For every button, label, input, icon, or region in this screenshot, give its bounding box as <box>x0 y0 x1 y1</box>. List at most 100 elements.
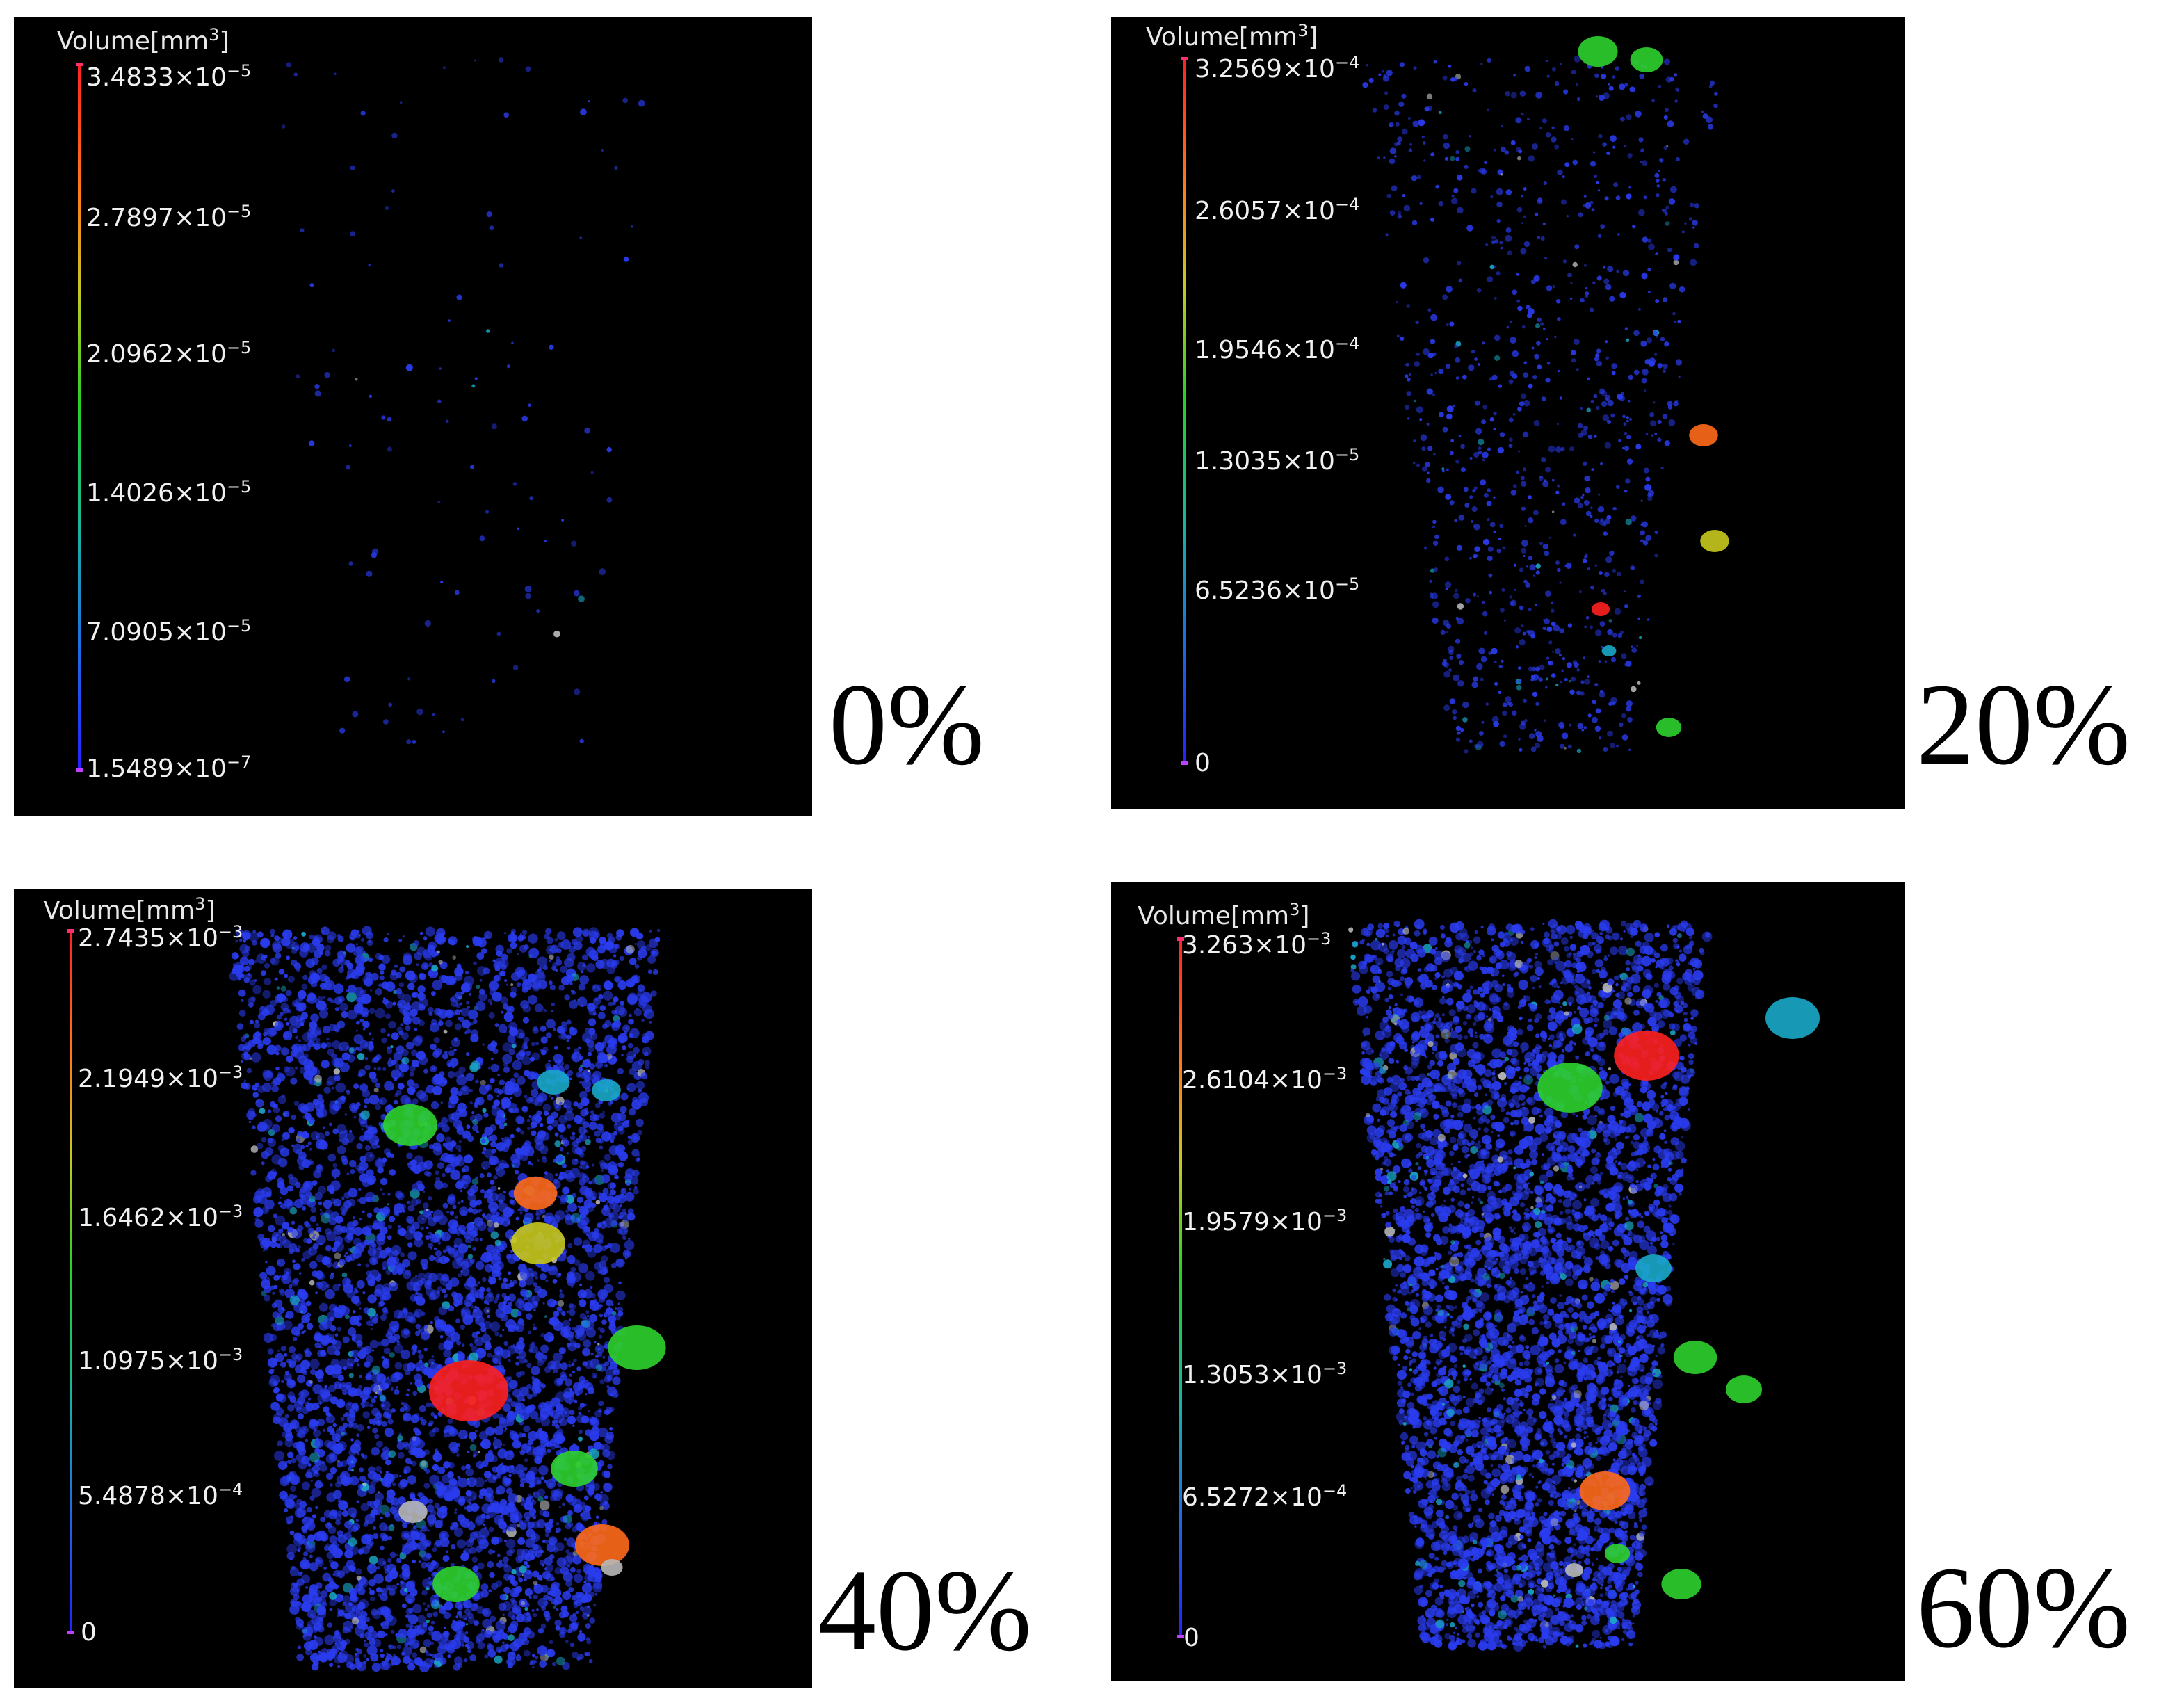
pore <box>407 1251 417 1261</box>
pore <box>1626 193 1632 200</box>
pore <box>285 990 292 996</box>
pore <box>342 1336 350 1343</box>
pore <box>594 1102 601 1108</box>
pore <box>1668 198 1676 205</box>
pore <box>482 1108 487 1113</box>
pore <box>617 1033 628 1043</box>
pore <box>545 928 552 935</box>
pore <box>1583 195 1587 198</box>
pore <box>303 1238 308 1243</box>
pore <box>529 1056 535 1062</box>
pore <box>1457 207 1464 214</box>
pore <box>631 225 633 228</box>
pore <box>581 954 588 961</box>
pore <box>535 1352 544 1361</box>
pore <box>1385 233 1389 236</box>
pore <box>1591 716 1598 723</box>
pore <box>458 1149 462 1152</box>
pore <box>1532 574 1536 577</box>
pore <box>1631 686 1637 693</box>
pore <box>565 1580 572 1587</box>
pore <box>1366 64 1368 67</box>
pore <box>562 1319 571 1328</box>
pore <box>1397 141 1401 146</box>
pore <box>492 679 496 684</box>
pore <box>1624 446 1630 451</box>
pore <box>346 1221 356 1231</box>
pore <box>367 1294 377 1304</box>
pore <box>486 1220 494 1227</box>
pore <box>1494 296 1497 300</box>
pore <box>483 1307 491 1314</box>
pore <box>391 1584 398 1591</box>
pore <box>248 1120 251 1123</box>
pore <box>365 958 369 962</box>
pore <box>492 1439 503 1449</box>
pore <box>1629 417 1633 421</box>
pore <box>487 1043 496 1051</box>
pore <box>530 1088 539 1097</box>
pore <box>448 319 451 322</box>
pore <box>400 1349 411 1359</box>
pore <box>1638 636 1642 640</box>
pore <box>387 1558 392 1563</box>
pore <box>461 1267 470 1277</box>
pore <box>412 1364 417 1369</box>
pore <box>524 1219 528 1223</box>
pore <box>1521 506 1526 511</box>
pore <box>470 1022 474 1026</box>
pore <box>334 1333 339 1337</box>
pore <box>1658 170 1660 172</box>
pore <box>342 1595 351 1604</box>
pore <box>430 1019 437 1026</box>
pore <box>572 1131 576 1136</box>
pore <box>636 940 646 949</box>
pore <box>444 1136 452 1143</box>
pore <box>1599 691 1605 698</box>
pore <box>544 540 547 542</box>
pore <box>1535 604 1537 606</box>
pore <box>359 1467 364 1473</box>
pore <box>425 1650 428 1654</box>
pore <box>1526 305 1531 310</box>
pore <box>414 1311 420 1318</box>
pore <box>560 1566 569 1575</box>
pore <box>319 1464 327 1472</box>
pore <box>540 1025 547 1032</box>
pore <box>1448 64 1452 68</box>
pore <box>1449 321 1455 327</box>
pore <box>307 1159 313 1165</box>
pore <box>1524 718 1528 723</box>
pore <box>256 953 267 964</box>
pore <box>482 1523 485 1526</box>
pore <box>1430 568 1435 573</box>
pore <box>1483 631 1488 636</box>
pore <box>369 1071 377 1079</box>
pore <box>1604 518 1610 525</box>
pore <box>480 1513 486 1519</box>
pore <box>634 943 637 945</box>
pore <box>1498 538 1501 541</box>
pore <box>473 1450 479 1457</box>
pore <box>458 1066 466 1074</box>
pore <box>319 982 327 990</box>
pore <box>1487 555 1493 562</box>
pore <box>1537 364 1542 370</box>
pore <box>380 1588 388 1595</box>
pore <box>1541 396 1546 402</box>
pore <box>452 955 457 960</box>
pore <box>532 1613 537 1617</box>
pore <box>298 1039 301 1042</box>
pore <box>262 990 271 999</box>
pore <box>332 1284 340 1291</box>
pore <box>1626 416 1629 419</box>
pore <box>1484 161 1488 165</box>
pore <box>309 1380 313 1384</box>
pore <box>610 1393 614 1397</box>
pore <box>1430 595 1434 599</box>
pore <box>1559 628 1564 633</box>
pore <box>325 1583 334 1592</box>
pore <box>437 399 442 403</box>
pore <box>530 1121 537 1129</box>
pore <box>1548 661 1551 665</box>
